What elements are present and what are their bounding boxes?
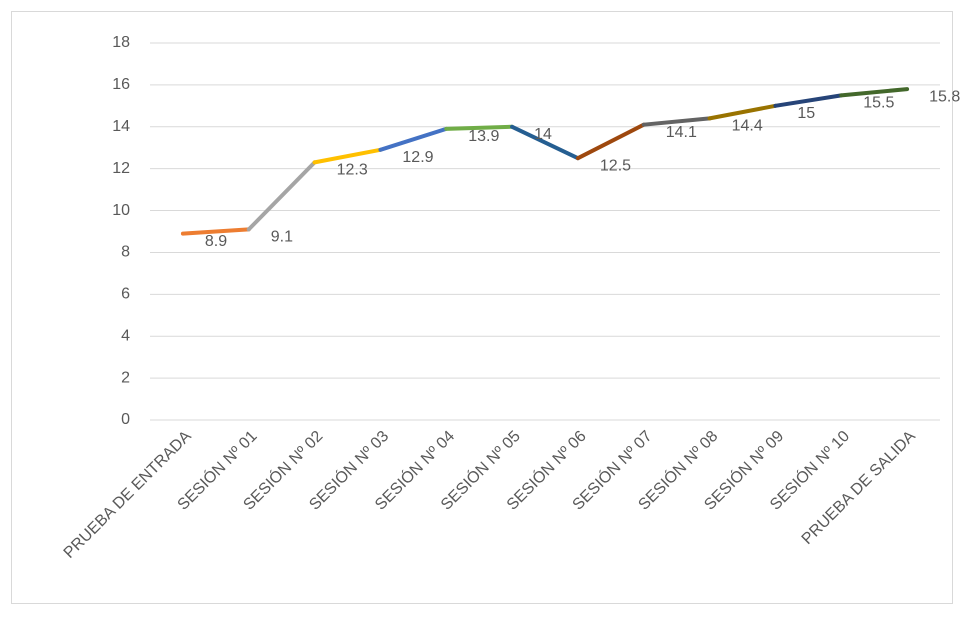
data-label: 8.9 — [205, 233, 227, 250]
line-segment — [707, 103, 778, 121]
data-label: 12.3 — [337, 162, 368, 179]
y-tick-label: 0 — [121, 411, 130, 428]
data-label: 12.5 — [600, 157, 631, 174]
line-segment — [839, 87, 910, 98]
data-label: 15.8 — [929, 88, 960, 105]
data-label: 14.4 — [732, 118, 763, 135]
y-tick-label: 14 — [112, 118, 130, 135]
y-tick-label: 2 — [121, 369, 130, 386]
data-label: 14.1 — [666, 124, 697, 141]
chart-border — [11, 11, 953, 604]
data-label: 13.9 — [468, 128, 499, 145]
data-label: 15.5 — [863, 95, 894, 112]
line-segment — [246, 160, 317, 232]
data-label: 12.9 — [402, 149, 433, 166]
line-segment — [510, 124, 580, 161]
y-tick-label: 8 — [121, 244, 130, 261]
data-label: 14 — [534, 126, 552, 143]
y-tick-label: 18 — [112, 34, 130, 51]
data-label: 15 — [797, 105, 815, 122]
y-tick-label: 4 — [121, 327, 130, 344]
y-tick-label: 16 — [112, 76, 130, 93]
line-segment — [180, 227, 251, 236]
y-tick-label: 10 — [112, 202, 130, 219]
y-tick-label: 12 — [112, 160, 130, 177]
line-segment — [444, 124, 515, 131]
data-label: 9.1 — [271, 229, 293, 246]
line-segment — [378, 126, 449, 152]
line-segment — [312, 147, 383, 165]
line-segment — [575, 122, 646, 161]
line-segment — [773, 93, 844, 108]
y-tick-label: 6 — [121, 286, 130, 303]
line-segment — [641, 116, 712, 127]
